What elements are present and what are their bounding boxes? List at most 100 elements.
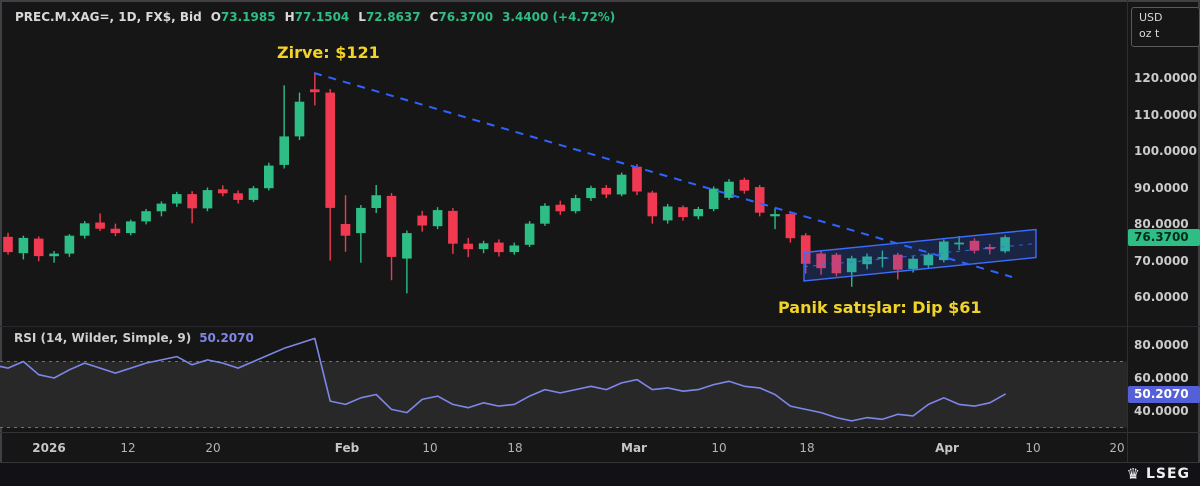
rsi-value: 50.2070 [199, 331, 254, 345]
candle-body [156, 203, 167, 212]
candle-body [509, 245, 520, 253]
candle-body [463, 243, 473, 250]
candle-body [724, 181, 734, 198]
symbol-text: PREC.M.XAG=, 1D, FX$, Bid [15, 10, 202, 24]
candle-body [95, 222, 105, 229]
price-tick: 60.0000 [1134, 290, 1189, 304]
trendline-drawing[interactable] [313, 72, 1013, 278]
time-tick: Feb [334, 441, 360, 455]
channel-midline [803, 243, 1037, 268]
rsi-band [0, 361, 1127, 428]
candle-body [555, 204, 566, 212]
change-text: 3.4400 (+4.72%) [502, 10, 616, 24]
channel-drawing[interactable] [803, 228, 1037, 282]
annotation-peak[interactable]: Zirve: $121 [277, 43, 380, 62]
rsi-line [0, 337, 1006, 422]
candle-body [908, 258, 918, 269]
candle-body [141, 211, 151, 222]
candle-body [417, 215, 427, 226]
price-tick: 80.0000 [1134, 217, 1189, 231]
pane-divider[interactable] [0, 326, 1200, 327]
ohlc-low: L72.8637 [358, 10, 421, 24]
time-tick: 20 [1109, 441, 1125, 455]
time-tick: 18 [799, 441, 815, 455]
candle-body [647, 192, 658, 217]
annotation-dip[interactable]: Panik satışlar: Dip $61 [778, 298, 982, 317]
time-tick: 18 [507, 441, 523, 455]
candle-body [800, 235, 811, 264]
candle-body [831, 254, 842, 274]
rsi-label: RSI (14, Wilder, Simple, 9) [14, 331, 192, 345]
candle-body [877, 257, 888, 259]
ohlc-close: C76.3700 [429, 10, 494, 24]
time-axis-top-border [0, 432, 1200, 433]
candle-body [570, 198, 581, 212]
time-tick: 10 [422, 441, 438, 455]
candle-body [49, 253, 59, 257]
candle-body [187, 194, 197, 209]
rsi-value-badge: 50.2070 [1128, 385, 1200, 403]
lseg-logo: ♛ LSEG [1126, 465, 1190, 483]
footer-bar: ♛ LSEG [0, 463, 1200, 486]
candle-body [816, 253, 826, 269]
price-unit-box: USD oz t [1131, 7, 1200, 47]
candle-body [218, 189, 228, 194]
time-tick: 10 [1025, 441, 1041, 455]
candle-body [386, 195, 397, 257]
candle-body [356, 207, 366, 234]
candle-body [985, 247, 995, 250]
candle-body [264, 165, 274, 189]
candle-body [524, 223, 535, 245]
candle-body [939, 241, 949, 261]
candle-body [3, 236, 13, 253]
lseg-crown-icon: ♛ [1126, 465, 1140, 483]
candle-body [310, 89, 320, 93]
time-tick: 20 [205, 441, 221, 455]
time-axis-bottom-border [0, 462, 1200, 463]
candle-body [846, 258, 857, 273]
ohlc-open: O73.1985 [210, 10, 276, 24]
candle-body [432, 210, 443, 227]
candle-body [172, 194, 182, 204]
instrument-header: PREC.M.XAG=, 1D, FX$, Bid O73.1985 H77.150… [15, 10, 615, 24]
unit-measure: oz t [1139, 27, 1160, 40]
candle-body [126, 221, 136, 234]
candle-body [64, 235, 75, 254]
price-tick: 110.0000 [1134, 107, 1198, 122]
candle-body [110, 228, 121, 234]
candle-body [770, 214, 780, 217]
time-tick: 10 [711, 441, 727, 455]
candle-body [969, 240, 980, 251]
unit-currency: USD [1139, 11, 1163, 24]
candle-body [601, 187, 612, 195]
price-tick: 120.0000 [1134, 71, 1198, 85]
candle-body [371, 195, 381, 208]
candle-body [248, 188, 259, 200]
candle-body [294, 101, 305, 137]
time-tick: 12 [120, 441, 136, 455]
candle-body [586, 187, 596, 199]
candle-body [540, 205, 550, 224]
candle-body [325, 92, 335, 208]
candle-body [402, 233, 412, 259]
candle-body [708, 188, 719, 209]
price-tick: 90.0000 [1134, 180, 1189, 195]
candle-body [662, 206, 673, 221]
rsi-legend: RSI (14, Wilder, Simple, 9) 50.2070 [14, 331, 254, 345]
candle-body [693, 209, 704, 217]
time-tick: 2026 [32, 441, 66, 455]
candle-body [202, 190, 213, 209]
candle-body [923, 254, 934, 266]
candle-body [18, 237, 29, 254]
candle-body [678, 207, 688, 218]
price-axis-divider[interactable] [1127, 0, 1128, 462]
price-tick: 100.0000 [1134, 144, 1198, 158]
candle-body [279, 136, 289, 165]
candle-body [494, 242, 504, 253]
time-tick: Mar [621, 441, 647, 455]
candle-body [340, 224, 351, 236]
candle-body [754, 187, 765, 213]
rsi-tick: 40.0000 [1134, 404, 1189, 418]
